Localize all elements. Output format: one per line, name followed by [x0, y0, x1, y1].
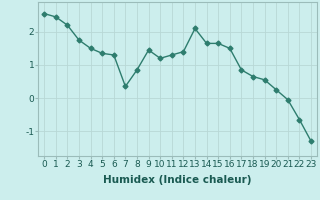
X-axis label: Humidex (Indice chaleur): Humidex (Indice chaleur) — [103, 175, 252, 185]
